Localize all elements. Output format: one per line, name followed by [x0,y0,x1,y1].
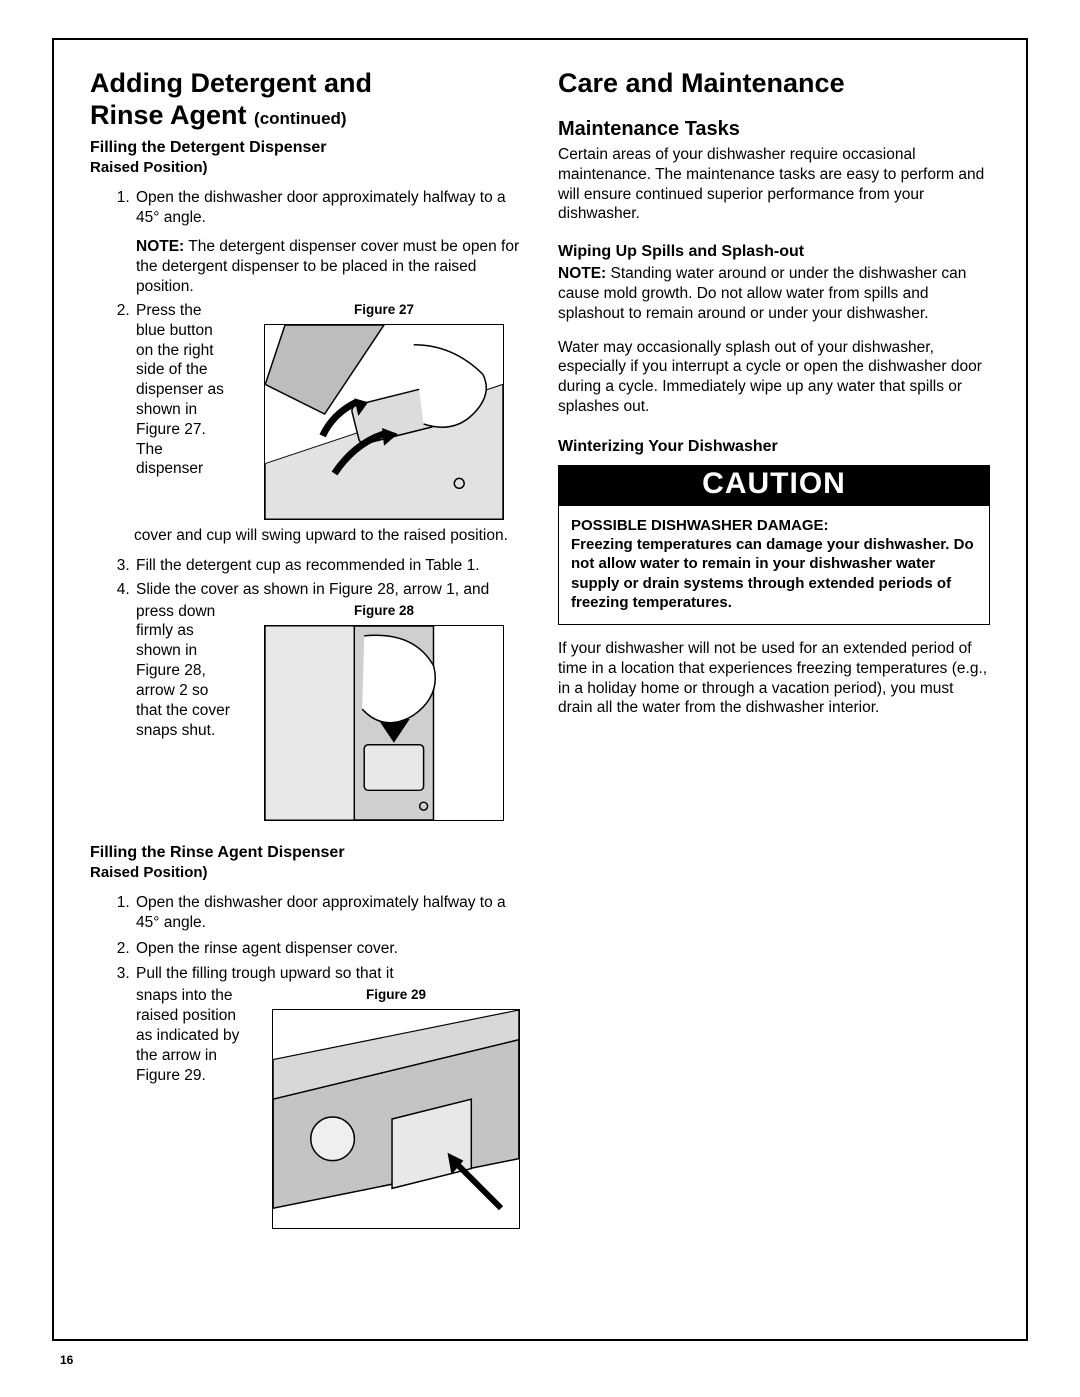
note-prefix: NOTE: [136,238,184,255]
step-4-lead: Slide the cover as shown in Figure 28, a… [136,581,489,598]
step-4-row: press down firmly as shown in Figure 28,… [136,602,522,821]
figure-28-label: Figure 28 [354,602,414,619]
figure-28: Figure 28 [246,602,522,821]
left-title-line2: Rinse Agent [90,100,247,130]
page-frame: Adding Detergent and Rinse Agent (contin… [52,38,1028,1341]
left-title-line1: Adding Detergent and [90,68,372,98]
step-1: Open the dishwasher door approximately h… [134,188,522,297]
figure-27-label: Figure 27 [354,301,414,318]
right-column: Care and Maintenance Maintenance Tasks C… [558,68,990,1319]
section2-heading-text: Filling the Rinse Agent Dispenser [90,844,345,861]
step-4-side-text: press down firmly as shown in Figure 28,… [136,602,232,741]
figure-29-label: Figure 29 [366,986,426,1003]
step-4: Slide the cover as shown in Figure 28, a… [134,580,522,821]
wiping-heading: Wiping Up Spills and Splash-out [558,242,990,262]
step-3: Fill the detergent cup as recommended in… [134,556,522,576]
figure-27-illustration [265,325,503,519]
caution-box-lead: POSSIBLE DISHWASHER DAMAGE: [571,517,829,534]
winter-heading: Winterizing Your Dishwasher [558,437,990,457]
rinse-step-2: Open the rinse agent dispenser cover. [134,939,522,959]
left-column: Adding Detergent and Rinse Agent (contin… [90,68,522,1319]
caution-box: POSSIBLE DISHWASHER DAMAGE: Freezing tem… [558,505,990,625]
rinse-step-3: Pull the filling trough upward so that i… [134,964,522,1229]
maintenance-intro: Certain areas of your dishwasher require… [558,145,990,224]
wiping-note: NOTE: Standing water around or under the… [558,264,990,323]
left-title-suffix: (continued) [254,109,347,128]
rinse-step-3-row: snaps into the raised position as indica… [136,986,522,1229]
step-2-continuation: cover and cup will swing upward to the r… [134,526,522,546]
section2-subheading: Raised Position) [90,864,208,881]
figure-28-illustration [265,626,503,820]
wiping-note-prefix: NOTE: [558,265,606,282]
winter-para: If your dishwasher will not be used for … [558,639,990,718]
maintenance-heading: Maintenance Tasks [558,118,990,141]
section1-subheading: Raised Position) [90,159,208,176]
step-1-note: NOTE: The detergent dispenser cover must… [136,237,522,296]
detergent-steps-cont: Fill the detergent cup as recommended in… [90,556,522,825]
figure-29: Figure 29 [270,986,522,1229]
step-1-note-body: The detergent dispenser cover must be op… [136,238,519,295]
step-2-row: Press the blue button on the right side … [136,301,522,520]
step-1-text: Open the dishwasher door approximately h… [136,189,506,226]
step-2: Press the blue button on the right side … [134,301,522,520]
caution-banner: CAUTION [558,465,990,505]
wiping-note-body: Standing water around or under the dishw… [558,265,966,322]
rinse-step-3-lead: Pull the filling trough upward so that i… [136,965,394,982]
figure-27-box [264,324,504,520]
step-2-side-text: Press the blue button on the right side … [136,301,232,479]
section1-heading: Filling the Detergent Dispenser Raised P… [90,138,522,178]
rinse-step-1: Open the dishwasher door approximately h… [134,893,522,933]
rinse-steps: Open the dishwasher door approximately h… [90,893,522,1234]
right-title: Care and Maintenance [558,68,990,100]
section1-heading-text: Filling the Detergent Dispenser [90,139,326,156]
page-number: 16 [60,1353,73,1367]
wiping-para2: Water may occasionally splash out of you… [558,338,990,417]
rinse-step-3-side-text: snaps into the raised position as indica… [136,986,256,1085]
section2-heading: Filling the Rinse Agent Dispenser Raised… [90,843,522,883]
figure-29-illustration [273,1010,519,1228]
two-column-layout: Adding Detergent and Rinse Agent (contin… [90,68,990,1319]
left-title: Adding Detergent and Rinse Agent (contin… [90,68,522,132]
figure-29-box [272,1009,520,1229]
detergent-steps: Open the dishwasher door approximately h… [90,188,522,524]
caution-box-body: Freezing temperatures can damage your di… [571,535,977,612]
figure-28-box [264,625,504,821]
figure-27: Figure 27 [246,301,522,520]
